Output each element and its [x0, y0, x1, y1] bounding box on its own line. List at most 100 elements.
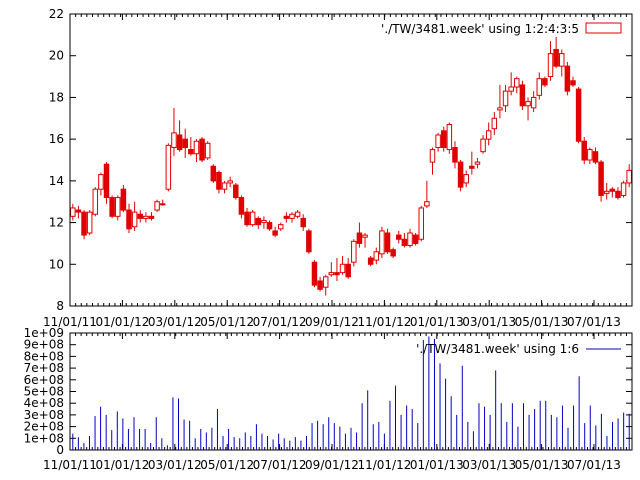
candle-body [598, 161, 604, 196]
y-tick-label: 0 [56, 443, 64, 457]
volume-legend: './TW/3481.week' using 1:6 [416, 342, 621, 356]
candle-body [581, 140, 587, 161]
y-tick-label: 4e+08 [24, 396, 64, 410]
y-tick-label: 1e+09 [24, 326, 64, 340]
y-tick-label: 16 [49, 132, 64, 146]
candle-body [390, 249, 396, 257]
candle-body [603, 190, 610, 194]
candle-body [379, 230, 385, 255]
candle-body [536, 78, 543, 96]
candle-body [418, 207, 424, 240]
x-tick-label: 05/01/12 [200, 315, 254, 329]
candle-body [126, 209, 132, 230]
volume-series [72, 336, 630, 450]
candle-body [587, 149, 593, 161]
candlestick-panel: 81012141618202211/01/1101/01/1203/01/120… [43, 7, 633, 329]
candle-body [210, 165, 217, 182]
candle-body [115, 197, 121, 217]
candle-body [514, 78, 520, 88]
candle-body [592, 151, 599, 163]
candle-body [362, 234, 368, 238]
candle-body [171, 132, 177, 148]
candle-body [339, 263, 346, 274]
candle-body [283, 215, 290, 219]
candle-body [188, 149, 194, 155]
candle-body [81, 211, 87, 236]
candle-body [485, 130, 492, 140]
candle-body [373, 251, 380, 261]
candle-body [429, 149, 436, 163]
candle-body [131, 211, 138, 228]
candle-body [300, 217, 306, 228]
y-tick-label: 1e+08 [24, 431, 64, 445]
candle-body [154, 201, 160, 211]
candle-body [452, 146, 458, 163]
candle-body [547, 53, 554, 78]
x-tick-label: 11/01/11 [43, 458, 97, 472]
candle-body [272, 230, 278, 236]
candle-body [70, 207, 76, 217]
x-tick-label: 05/01/12 [200, 458, 254, 472]
candle-body [446, 124, 453, 151]
x-tick-label: 01/01/13 [410, 315, 464, 329]
x-tick-label: 01/01/12 [95, 315, 149, 329]
candle-body [92, 188, 99, 215]
y-tick-label: 5e+08 [24, 385, 64, 399]
candle-body [109, 197, 115, 217]
candle-body [221, 182, 228, 190]
x-tick-label: 03/01/13 [462, 315, 516, 329]
candle-body [227, 180, 233, 184]
candlestick-plot-frame [69, 13, 633, 307]
candle-body [620, 182, 627, 196]
candle-body [345, 263, 351, 278]
candle-body [440, 130, 447, 148]
candle-body [351, 240, 357, 263]
y-tick-label: 22 [49, 7, 64, 21]
candle-body [328, 272, 335, 276]
y-tick-label: 2e+08 [24, 420, 64, 434]
candle-body [435, 134, 441, 148]
x-tick-label: 03/01/13 [462, 458, 516, 472]
x-tick-label: 09/01/12 [305, 458, 359, 472]
y-tick-label: 8 [56, 299, 64, 313]
candle-body [143, 215, 149, 219]
candle-body [474, 161, 481, 165]
candle-body [233, 184, 239, 199]
candle-body [120, 188, 127, 211]
candle-body [457, 161, 464, 188]
x-tick-label: 07/01/12 [253, 315, 307, 329]
candle-body [238, 197, 245, 215]
candle-body [199, 138, 205, 161]
x-tick-label: 11/01/11 [43, 315, 97, 329]
y-tick-label: 3e+08 [24, 408, 64, 422]
y-tick-label: 8e+08 [24, 349, 64, 363]
candle-body [216, 172, 222, 190]
x-tick-label: 03/01/12 [148, 458, 202, 472]
candle-body [165, 144, 172, 190]
candle-body [322, 276, 329, 288]
candle-body [356, 232, 363, 244]
x-tick-label: 11/01/12 [357, 315, 411, 329]
candle-body [559, 53, 565, 67]
candle-body [626, 169, 632, 184]
x-tick-label: 11/01/12 [357, 458, 411, 472]
candle-body [401, 238, 408, 247]
candle-body [75, 209, 82, 213]
candlestick-series [70, 36, 632, 296]
candle-body [266, 222, 273, 230]
candle-body [412, 234, 419, 244]
candle-body [317, 280, 323, 290]
x-tick-label: 09/01/12 [305, 315, 359, 329]
y-tick-label: 9e+08 [24, 338, 64, 352]
candle-body [480, 138, 486, 153]
y-tick-label: 6e+08 [24, 373, 64, 387]
candle-body [148, 215, 155, 219]
candle-body [542, 78, 548, 86]
x-tick-label: 03/01/12 [148, 315, 202, 329]
candle-body [491, 117, 498, 130]
candle-body [508, 86, 514, 92]
candle-body [334, 272, 340, 276]
volume-legend-label: './TW/3481.week' using 1:6 [416, 342, 579, 356]
y-tick-label: 18 [49, 90, 64, 104]
